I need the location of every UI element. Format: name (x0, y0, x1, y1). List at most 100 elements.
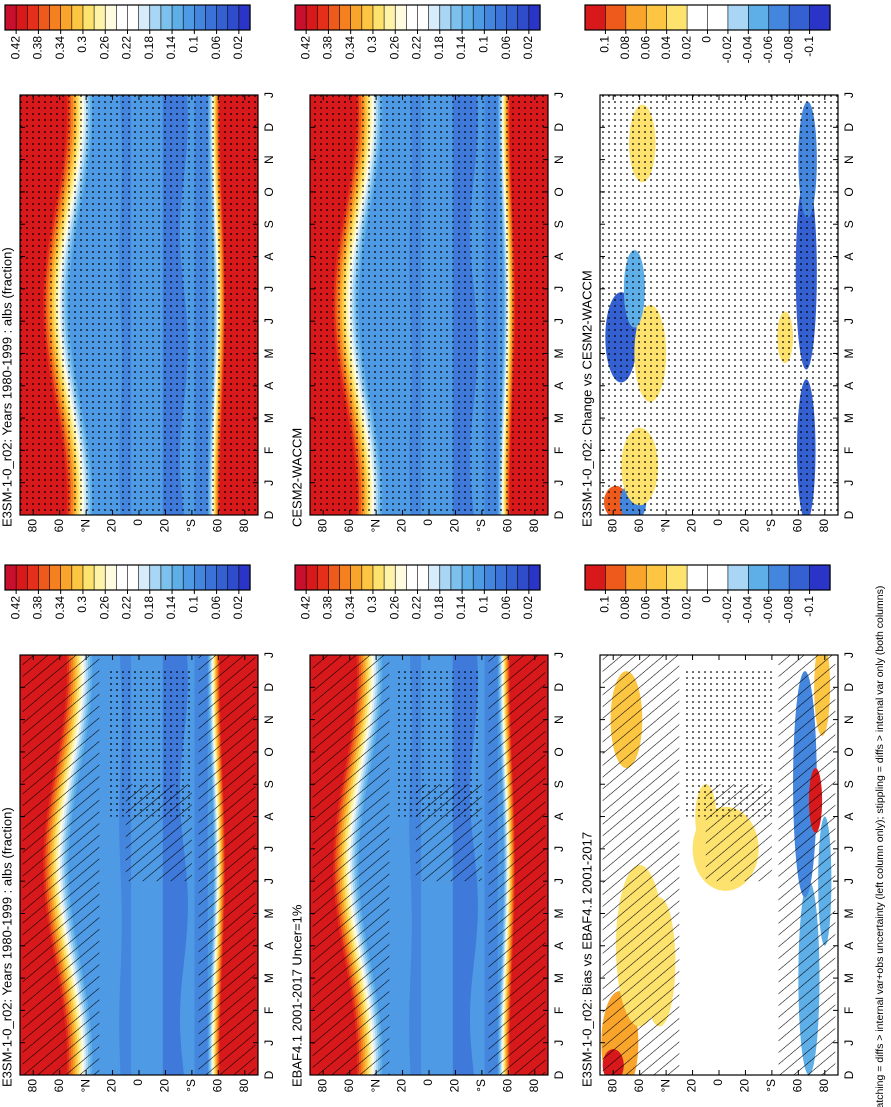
hatching (602, 655, 680, 1075)
colorbar-box (4, 4, 17, 31)
x-tick-label: D (262, 1070, 276, 1079)
x-tick-label: F (842, 1007, 856, 1014)
field (20, 95, 258, 515)
y-tick-label: 80 (237, 519, 251, 533)
y-tick-label: °S (474, 519, 488, 532)
y-tick-label: °S (184, 519, 198, 532)
colorbar-box (182, 564, 195, 591)
y-tick-label: 60 (211, 519, 225, 533)
colorbar-box (528, 564, 541, 591)
x-tick-label: F (262, 447, 276, 454)
colorbar-box (707, 564, 729, 591)
colorbar-box (104, 564, 117, 591)
colorbar-label: 0.18 (142, 36, 156, 60)
colorbar-box (194, 4, 207, 31)
colorbar-box (383, 4, 396, 31)
colorbar-box (60, 4, 73, 31)
colorbar-frame (584, 4, 831, 31)
y-tick-label: 80 (527, 1079, 541, 1093)
x-tick-label: S (842, 220, 856, 228)
colorbar-box (394, 564, 407, 591)
x-tick-label: J (262, 92, 276, 98)
panel-title: EBAF4.1 2001-2017 Uncer=1% (289, 904, 304, 1087)
colorbar-box (727, 4, 749, 31)
x-tick-label: D (842, 123, 856, 132)
colorbar-box (383, 564, 396, 591)
colorbar-box (127, 4, 140, 31)
colorbar-box (294, 4, 307, 31)
x-tick-label: M (262, 348, 276, 358)
colorbar-box (625, 564, 647, 591)
hatching (198, 655, 256, 1075)
x-tick-label: M (842, 348, 856, 358)
colorbar-label: 0.06 (209, 596, 223, 620)
colorbar-label: 0.1 (598, 596, 612, 613)
colorbar-box (461, 4, 474, 31)
colorbar-label: -0.08 (781, 596, 795, 624)
stippling (685, 671, 772, 817)
x-tick-label: D (842, 510, 856, 519)
x-tick-label: M (552, 973, 566, 983)
panel-title: E3SM-1-0_r02: Years 1980-1999 : albs (fr… (0, 247, 14, 527)
x-tick-label: M (842, 973, 856, 983)
x-tick-label: J (262, 286, 276, 292)
x-tick-label: N (552, 155, 566, 164)
y-tick-label: 60 (52, 519, 66, 533)
colorbar-box (350, 564, 363, 591)
x-tick-label: A (552, 382, 566, 390)
colorbar-label: 0.1 (476, 36, 490, 53)
colorbar-box (294, 564, 307, 591)
colorbar-label: 0.14 (454, 596, 468, 620)
x-tick-label: F (552, 447, 566, 454)
colorbar-frame (584, 564, 831, 591)
x-tick-label: J (552, 878, 566, 884)
colorbar-box (625, 4, 647, 31)
x-tick-label: D (842, 1070, 856, 1079)
y-tick-label: 60 (791, 519, 805, 533)
x-tick-label: F (842, 447, 856, 454)
colorbar-box (216, 4, 229, 31)
x-tick-label: J (262, 878, 276, 884)
colorbar-box (748, 564, 770, 591)
x-tick-label: A (842, 813, 856, 821)
x-tick-label: J (842, 286, 856, 292)
colorbar-label: 0.42 (298, 596, 312, 620)
colorbar-box (328, 564, 341, 591)
x-tick-label: O (842, 187, 856, 196)
colorbar-box (339, 4, 352, 31)
y-tick-label: 80 (817, 519, 831, 533)
colorbar-box (227, 4, 240, 31)
x-tick-label: J (842, 878, 856, 884)
y-tick-label: °N (658, 1079, 672, 1092)
colorbar-box (605, 4, 627, 31)
colorbar-box (417, 4, 430, 31)
x-tick-label: O (262, 747, 276, 756)
colorbar-box (472, 4, 485, 31)
colorbar-box (517, 564, 530, 591)
field (310, 95, 548, 515)
colorbar-label: 0.18 (432, 596, 446, 620)
y-tick-label: 0 (131, 1079, 145, 1086)
colorbar-box (49, 4, 62, 31)
y-tick-label: °N (368, 1079, 382, 1092)
y-tick-label: 80 (315, 519, 329, 533)
x-tick-label: O (552, 747, 566, 756)
colorbar-label: 0.02 (679, 36, 693, 60)
colorbar-label: 0.3 (75, 596, 89, 613)
colorbar-label: 0.38 (321, 36, 335, 60)
colorbar-box (238, 564, 251, 591)
colorbar-box (394, 4, 407, 31)
x-tick-label: J (842, 480, 856, 486)
colorbar-label: 0.22 (120, 596, 134, 620)
colorbar-box (484, 4, 497, 31)
footnote: hatching = diffs > internal var+obs unce… (874, 586, 886, 1107)
colorbar-box (450, 4, 463, 31)
colorbar-label: -0.08 (781, 36, 795, 64)
stippling (105, 671, 192, 817)
y-tick-label: 20 (448, 1079, 462, 1093)
colorbar-box (428, 564, 441, 591)
colorbar-box (472, 564, 485, 591)
colorbar-box (809, 4, 831, 31)
colorbar-label: 0.34 (53, 36, 67, 60)
colorbar-box (316, 564, 330, 591)
